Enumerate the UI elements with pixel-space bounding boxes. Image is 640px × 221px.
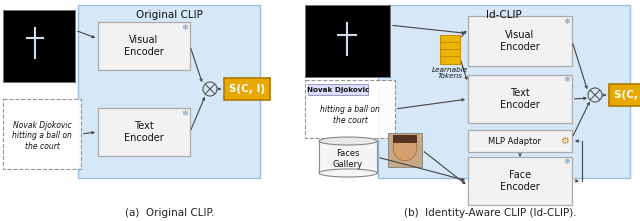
Text: Face
Encoder: Face Encoder bbox=[500, 170, 540, 192]
Ellipse shape bbox=[319, 169, 377, 177]
Bar bbox=[440, 49, 460, 57]
Bar bbox=[468, 157, 572, 205]
Text: Text
Encoder: Text Encoder bbox=[124, 121, 164, 143]
Text: S(C, I): S(C, I) bbox=[614, 90, 640, 100]
Text: ❄: ❄ bbox=[563, 76, 570, 84]
Bar bbox=[305, 5, 390, 77]
Bar bbox=[305, 80, 395, 138]
Text: ❄: ❄ bbox=[563, 17, 570, 25]
Bar bbox=[378, 5, 630, 178]
Bar bbox=[308, 84, 368, 95]
Bar bbox=[3, 10, 75, 82]
Ellipse shape bbox=[393, 135, 417, 161]
Bar bbox=[3, 10, 75, 37]
Bar bbox=[468, 16, 572, 66]
Text: Id-CLIP: Id-CLIP bbox=[486, 10, 522, 20]
Text: S(C, I): S(C, I) bbox=[229, 84, 265, 94]
Bar bbox=[440, 35, 460, 43]
Bar bbox=[468, 75, 572, 123]
Bar bbox=[319, 141, 377, 173]
Bar bbox=[305, 32, 390, 77]
Text: ❄: ❄ bbox=[563, 158, 570, 166]
Text: ❄: ❄ bbox=[182, 109, 189, 118]
Bar bbox=[468, 130, 572, 152]
Text: Visual
Encoder: Visual Encoder bbox=[124, 35, 164, 57]
Text: ❄: ❄ bbox=[182, 23, 189, 32]
Text: Novak Djokovic
hitting a ball on
the court: Novak Djokovic hitting a ball on the cou… bbox=[12, 121, 72, 151]
Text: (b)  Identity-Aware CLIP (Id-CLIP).: (b) Identity-Aware CLIP (Id-CLIP). bbox=[404, 208, 576, 218]
Text: MLP Adaptor: MLP Adaptor bbox=[488, 137, 541, 145]
Bar bbox=[3, 99, 81, 169]
Bar bbox=[440, 42, 460, 50]
Text: (a)  Original CLIP.: (a) Original CLIP. bbox=[125, 208, 215, 218]
Bar bbox=[78, 5, 260, 178]
Bar bbox=[609, 84, 640, 106]
Ellipse shape bbox=[319, 137, 377, 145]
Bar bbox=[393, 135, 417, 143]
Bar bbox=[224, 78, 270, 100]
Text: Visual
Encoder: Visual Encoder bbox=[500, 30, 540, 52]
Text: Text
Encoder: Text Encoder bbox=[500, 88, 540, 110]
Text: hitting a ball on
the court: hitting a ball on the court bbox=[320, 105, 380, 125]
Bar bbox=[98, 108, 190, 156]
Text: ⚙: ⚙ bbox=[559, 136, 568, 146]
Text: Novak Djokovic: Novak Djokovic bbox=[307, 87, 369, 93]
Bar bbox=[305, 5, 390, 32]
Text: Learnable
Tokens: Learnable Tokens bbox=[432, 67, 468, 80]
Bar bbox=[3, 37, 75, 82]
Bar bbox=[440, 56, 460, 64]
Bar bbox=[98, 22, 190, 70]
Bar bbox=[388, 133, 422, 167]
Text: Faces
Gallery: Faces Gallery bbox=[333, 149, 363, 169]
Text: Original CLIP: Original CLIP bbox=[136, 10, 202, 20]
